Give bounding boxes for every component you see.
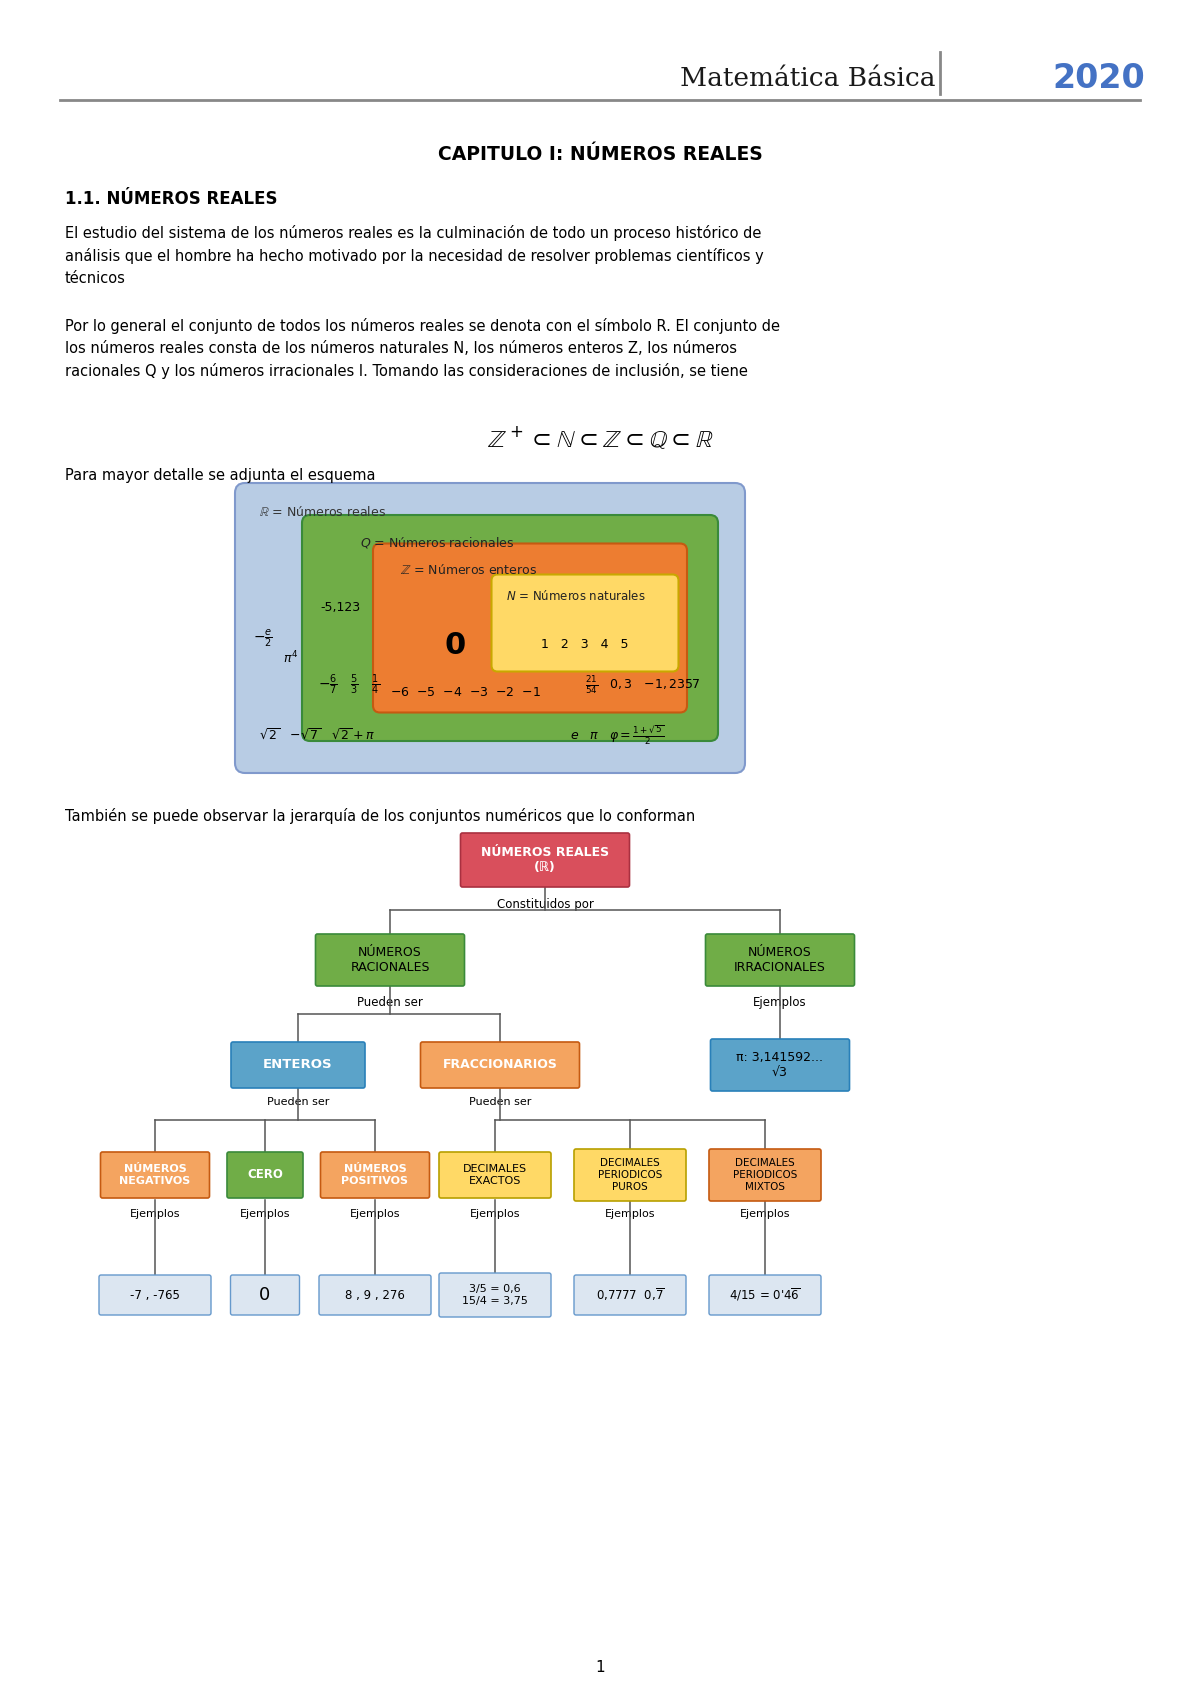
Text: $N$ = Números naturales: $N$ = Números naturales — [505, 589, 646, 602]
FancyBboxPatch shape — [230, 1042, 365, 1088]
Text: -7 , -765: -7 , -765 — [130, 1288, 180, 1302]
Text: $\frac{21}{54}$   $0,3$   $-1,2357$: $\frac{21}{54}$ $0,3$ $-1,2357$ — [586, 674, 701, 696]
FancyBboxPatch shape — [316, 933, 464, 986]
Text: DECIMALES
PERIODICOS
PUROS: DECIMALES PERIODICOS PUROS — [598, 1159, 662, 1191]
Text: $\mathbb{Z}$ = Números enteros: $\mathbb{Z}$ = Números enteros — [400, 562, 538, 577]
Text: 1: 1 — [595, 1660, 605, 1675]
Text: Pueden ser: Pueden ser — [358, 996, 422, 1010]
FancyBboxPatch shape — [709, 1149, 821, 1201]
Text: $\pi^4$: $\pi^4$ — [283, 650, 298, 667]
Text: 0,7777  0,$\overline{7}$: 0,7777 0,$\overline{7}$ — [595, 1286, 665, 1303]
Text: 1.1. NÚMEROS REALES: 1.1. NÚMEROS REALES — [65, 190, 277, 209]
FancyBboxPatch shape — [98, 1274, 211, 1315]
Text: Ejemplos: Ejemplos — [130, 1208, 180, 1218]
FancyBboxPatch shape — [235, 484, 745, 774]
Text: -5,123: -5,123 — [320, 601, 360, 614]
Text: Constituidos por: Constituidos por — [497, 898, 594, 911]
Text: $-\frac{e}{2}$: $-\frac{e}{2}$ — [253, 628, 272, 648]
Text: Ejemplos: Ejemplos — [605, 1208, 655, 1218]
Text: $Q$ = Números racionales: $Q$ = Números racionales — [360, 535, 514, 550]
Text: Ejemplos: Ejemplos — [349, 1208, 401, 1218]
Text: Matemática Básica: Matemática Básica — [679, 66, 935, 90]
FancyBboxPatch shape — [230, 1274, 300, 1315]
Text: Ejemplos: Ejemplos — [754, 996, 806, 1010]
Text: ENTEROS: ENTEROS — [263, 1059, 332, 1071]
FancyBboxPatch shape — [574, 1274, 686, 1315]
Text: NÚMEROS
IRRACIONALES: NÚMEROS IRRACIONALES — [734, 945, 826, 974]
Text: DECIMALES
EXACTOS: DECIMALES EXACTOS — [463, 1164, 527, 1186]
Text: π: 3,141592...
√3: π: 3,141592... √3 — [737, 1050, 823, 1079]
Text: Pueden ser: Pueden ser — [469, 1096, 532, 1106]
FancyBboxPatch shape — [302, 514, 718, 742]
FancyBboxPatch shape — [574, 1149, 686, 1201]
Text: $\mathbb{R}$ = Números reales: $\mathbb{R}$ = Números reales — [259, 506, 386, 519]
Text: Pueden ser: Pueden ser — [266, 1096, 329, 1106]
Text: Ejemplos: Ejemplos — [240, 1208, 290, 1218]
Text: DECIMALES
PERIODICOS
MIXTOS: DECIMALES PERIODICOS MIXTOS — [733, 1159, 797, 1191]
Text: NÚMEROS
POSITIVOS: NÚMEROS POSITIVOS — [342, 1164, 408, 1186]
FancyBboxPatch shape — [461, 833, 630, 888]
Text: Por lo general el conjunto de todos los números reales se denota con el símbolo : Por lo general el conjunto de todos los … — [65, 317, 780, 378]
FancyBboxPatch shape — [319, 1274, 431, 1315]
FancyBboxPatch shape — [706, 933, 854, 986]
Text: CAPITULO I: NÚMEROS REALES: CAPITULO I: NÚMEROS REALES — [438, 144, 762, 165]
Text: $\sqrt{2}$   $-\sqrt{7}$   $\sqrt{2}+\pi$: $\sqrt{2}$ $-\sqrt{7}$ $\sqrt{2}+\pi$ — [259, 728, 376, 743]
Text: NÚMEROS
NEGATIVOS: NÚMEROS NEGATIVOS — [119, 1164, 191, 1186]
Text: 3/5 = 0,6
15/4 = 3,75: 3/5 = 0,6 15/4 = 3,75 — [462, 1285, 528, 1305]
Text: 8 , 9 , 276: 8 , 9 , 276 — [346, 1288, 404, 1302]
Text: $-6$  $-5$  $-4$  $-3$  $-2$  $-1$: $-6$ $-5$ $-4$ $-3$ $-2$ $-1$ — [390, 687, 541, 699]
Text: 0: 0 — [259, 1286, 271, 1303]
FancyBboxPatch shape — [492, 575, 678, 672]
FancyBboxPatch shape — [710, 1039, 850, 1091]
Text: FRACCIONARIOS: FRACCIONARIOS — [443, 1059, 558, 1071]
Text: Para mayor detalle se adjunta el esquema: Para mayor detalle se adjunta el esquema — [65, 468, 376, 484]
FancyBboxPatch shape — [439, 1273, 551, 1317]
FancyBboxPatch shape — [439, 1152, 551, 1198]
Text: NÚMEROS REALES
(ℝ): NÚMEROS REALES (ℝ) — [481, 847, 610, 874]
FancyBboxPatch shape — [101, 1152, 210, 1198]
Text: Ejemplos: Ejemplos — [739, 1208, 791, 1218]
Text: Ejemplos: Ejemplos — [469, 1208, 521, 1218]
Text: $e$   $\pi$   $\varphi=\frac{1+\sqrt{5}}{2}$: $e$ $\pi$ $\varphi=\frac{1+\sqrt{5}}{2}$ — [570, 723, 665, 747]
Text: CERO: CERO — [247, 1169, 283, 1181]
FancyBboxPatch shape — [227, 1152, 302, 1198]
Text: $-\frac{6}{7}$   $\frac{5}{3}$   $\frac{1}{4}$: $-\frac{6}{7}$ $\frac{5}{3}$ $\frac{1}{4… — [318, 672, 380, 697]
Text: El estudio del sistema de los números reales es la culminación de todo un proces: El estudio del sistema de los números re… — [65, 226, 763, 285]
FancyBboxPatch shape — [709, 1274, 821, 1315]
FancyBboxPatch shape — [320, 1152, 430, 1198]
Text: 0: 0 — [444, 631, 466, 660]
FancyBboxPatch shape — [420, 1042, 580, 1088]
Text: 4/15 = 0'4$\overline{6}$: 4/15 = 0'4$\overline{6}$ — [730, 1286, 800, 1303]
Text: También se puede observar la jerarquía de los conjuntos numéricos que lo conform: También se puede observar la jerarquía d… — [65, 808, 695, 825]
Text: 2020: 2020 — [1052, 61, 1145, 95]
Text: $\mathbb{Z}^+ \subset \mathbb{N} \subset \mathbb{Z} \subset \mathbb{Q} \subset \: $\mathbb{Z}^+ \subset \mathbb{N} \subset… — [487, 424, 713, 451]
Text: NÚMEROS
RACIONALES: NÚMEROS RACIONALES — [350, 945, 430, 974]
FancyBboxPatch shape — [373, 543, 686, 713]
Text: 1   2   3   4   5: 1 2 3 4 5 — [541, 638, 629, 652]
